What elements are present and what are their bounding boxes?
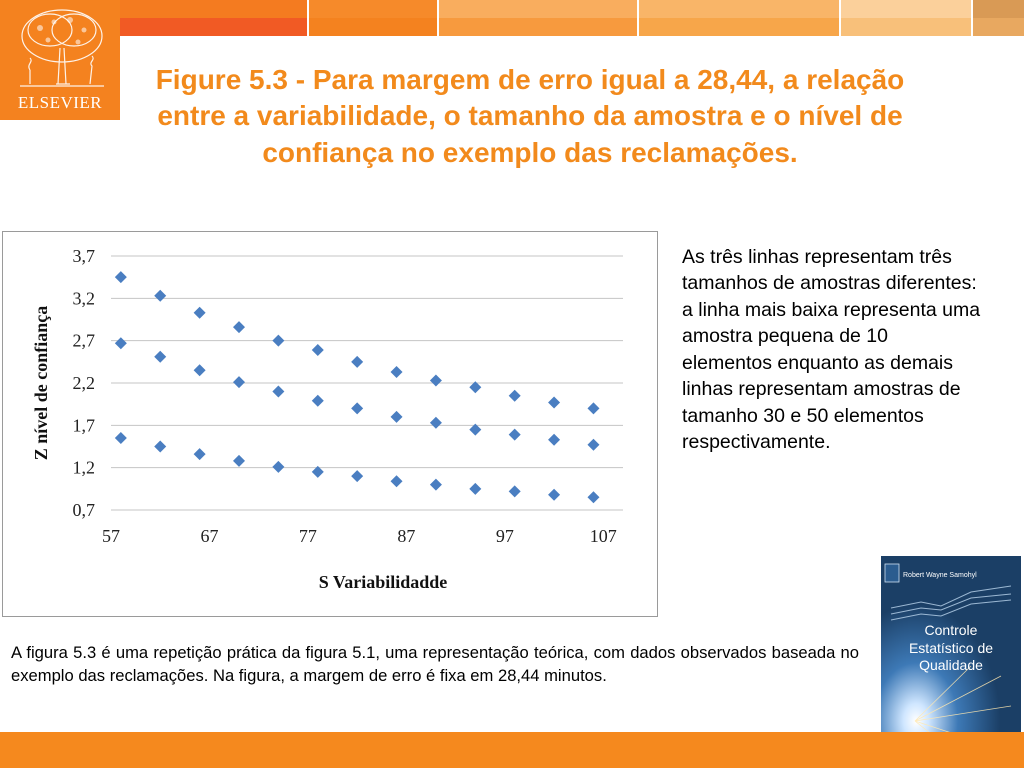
data-point [114, 337, 127, 350]
data-point [351, 402, 364, 415]
header-bar [120, 0, 1024, 36]
data-point [548, 396, 561, 409]
elsevier-logo: ELSEVIER [0, 0, 120, 120]
data-point [154, 350, 167, 363]
data-point [390, 365, 403, 378]
page-title: Figure 5.3 - Para margem de erro igual a… [155, 64, 905, 168]
data-point [469, 482, 482, 495]
x-tick-label: 77 [299, 526, 317, 546]
data-point [311, 465, 324, 478]
header-segment [120, 0, 307, 36]
data-point [311, 394, 324, 407]
data-point [311, 343, 324, 356]
data-point [193, 364, 206, 377]
data-point [193, 306, 206, 319]
data-point [272, 334, 285, 347]
header-segment [439, 0, 637, 36]
y-tick-label: 2,7 [73, 331, 96, 351]
y-tick-label: 3,2 [73, 288, 96, 308]
data-point [233, 321, 245, 334]
header-segment-highlight [973, 0, 1024, 18]
data-point [272, 385, 285, 398]
data-point [390, 475, 403, 488]
data-point [233, 454, 245, 467]
data-point [233, 376, 245, 389]
header-segment-highlight [309, 0, 437, 18]
x-tick-label: 57 [102, 526, 120, 546]
y-tick-label: 1,2 [73, 458, 96, 478]
data-point [587, 402, 600, 415]
book-art-icon [881, 556, 1021, 750]
data-point [469, 423, 482, 436]
book-title: Controle Estatístico de Qualidade [908, 622, 994, 673]
data-point [548, 488, 561, 501]
header-segment-highlight [841, 0, 971, 18]
header-segment-highlight [439, 0, 637, 18]
header-segment [639, 0, 839, 36]
x-tick-label: 107 [590, 526, 617, 546]
data-point [508, 389, 521, 402]
data-point [429, 478, 442, 491]
header-segment [973, 0, 1024, 36]
chart-container: 0,7 1,2 1,7 2,2 2,7 3,2 3,7 57 67 77 87 97 107 S Vari… [2, 231, 658, 617]
data-point [469, 381, 482, 394]
bottom-description: A figura 5.3 é uma repetição prática da … [11, 643, 859, 686]
tree-icon [20, 9, 104, 87]
x-tick-label: 87 [397, 526, 415, 546]
header-segment-highlight [120, 0, 307, 18]
data-point [429, 374, 442, 387]
data-point [272, 460, 285, 473]
data-point [114, 432, 127, 445]
x-tick-label: 97 [496, 526, 514, 546]
book-cover: Robert Wayne Samohyl Controle Estatístic… [881, 556, 1021, 750]
data-point [429, 416, 442, 429]
data-point [351, 470, 364, 483]
footer-bar [0, 732, 1024, 768]
header-segment [309, 0, 437, 36]
x-tick-label: 67 [200, 526, 218, 546]
x-axis-label: S Variabilidadde [319, 572, 448, 592]
book-author: Robert Wayne Samohyl [903, 572, 977, 579]
y-tick-label: 3,7 [73, 246, 96, 266]
data-point [351, 355, 364, 368]
data-point [390, 410, 403, 423]
y-tick-label: 0,7 [73, 500, 96, 520]
data-point [193, 448, 206, 461]
data-point [587, 491, 600, 504]
data-point [154, 440, 167, 453]
data-point [508, 485, 521, 498]
data-point [548, 433, 561, 446]
data-point [587, 438, 600, 451]
data-point [508, 428, 521, 441]
side-description: As três linhas representam três tamanhos… [682, 246, 981, 453]
scatter-chart: 0,7 1,2 1,7 2,2 2,7 3,2 3,7 57 67 77 87 97 107 S Vari… [31, 246, 623, 592]
y-tick-label: 1,7 [73, 415, 96, 435]
y-tick-label: 2,2 [73, 373, 96, 393]
logo-text: ELSEVIER [17, 93, 103, 112]
header-segment-highlight [639, 0, 839, 18]
data-point [154, 289, 167, 302]
y-axis-label: Z nível de confiança [31, 306, 51, 461]
data-point [114, 271, 127, 284]
header-segment [841, 0, 971, 36]
